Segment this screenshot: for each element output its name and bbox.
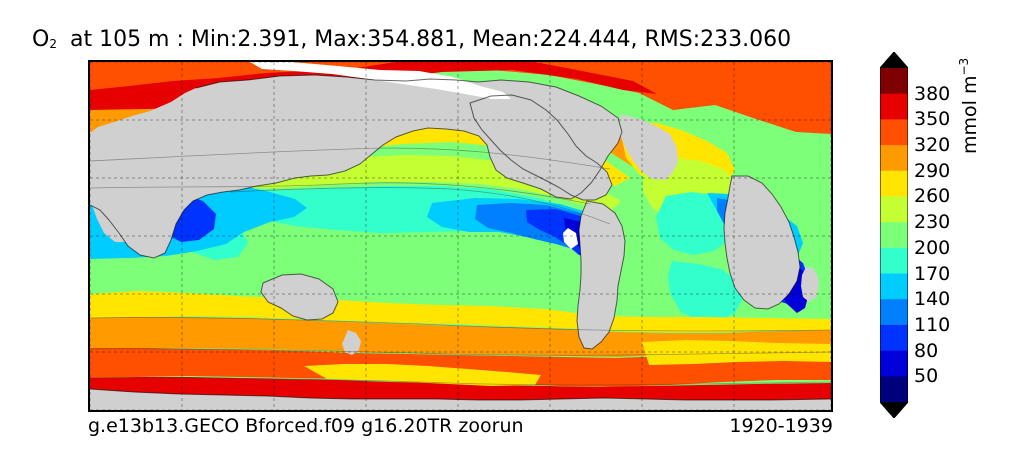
colorbar-segment	[880, 376, 908, 403]
colorbar-segment	[880, 247, 908, 275]
colorbar-tick-label: 320	[914, 134, 951, 157]
colorbar-unit-label: mmol m−3	[957, 57, 981, 154]
colorbar-tick-label: 110	[914, 313, 951, 336]
contour-line-1	[90, 147, 611, 170]
colorbar-over-triangle	[880, 52, 908, 68]
colorbar-segment	[880, 324, 908, 352]
colorbar-tick-label: 290	[914, 159, 951, 182]
contour-line-2	[90, 182, 591, 205]
colorbar-tick-label: 200	[914, 236, 951, 259]
eurasia-coastline	[90, 74, 623, 259]
colorbar-tick-label: 170	[914, 262, 951, 285]
north-america-coastline	[469, 94, 613, 201]
colorbar-segment	[880, 222, 908, 249]
australia-land	[261, 274, 338, 320]
contour-line-4	[90, 317, 831, 332]
title-stats: at 105 m : Min:2.391, Max:354.881, Mean:…	[69, 27, 792, 52]
ocean-oxygen-map	[90, 62, 831, 410]
australia-coastline	[260, 273, 339, 321]
south-atlantic-cyan	[668, 261, 743, 321]
colorbar-under-triangle	[880, 402, 908, 418]
greenland-land	[620, 114, 678, 180]
colorbar-segment	[880, 68, 908, 95]
galapagos-no-data	[563, 228, 578, 249]
colorbar-segment	[880, 145, 908, 172]
colorbar-segment	[880, 299, 908, 326]
contour-line-6	[90, 377, 831, 386]
southern-ocean-red-orange	[90, 348, 831, 387]
run-name: g.e13b13.GECO Bforced.f09 g16.20TR zooru…	[88, 415, 524, 437]
colorbar-tick-label: 380	[914, 82, 951, 105]
map-frame	[88, 60, 833, 412]
colorbar-segment	[880, 93, 908, 120]
colorbar-tick-label: 80	[914, 339, 939, 362]
atlantic-sector-yellow-tongue	[642, 340, 831, 365]
colorbar	[880, 52, 908, 418]
colorbar-segment	[880, 273, 908, 300]
date-range: 1920-1939	[729, 415, 833, 437]
south-america-coastline	[576, 200, 626, 350]
colorbar-segment	[880, 119, 908, 146]
colorbar-tick-label: 350	[914, 108, 951, 131]
title-variable: O2	[32, 27, 57, 52]
south-america-land	[577, 201, 625, 349]
colorbar-tick-label: 260	[914, 185, 951, 208]
colorbar-segment	[880, 350, 908, 377]
antarctica-land	[90, 389, 831, 410]
north-america-land	[470, 95, 612, 200]
africa-coastline	[723, 175, 801, 310]
antarctica-coastline	[90, 388, 831, 401]
colorbar-segment	[880, 196, 908, 223]
colorbar-tick-label: 140	[914, 288, 951, 311]
contour-line-3	[229, 187, 611, 225]
new-zealand-land	[342, 330, 361, 355]
map-grid	[90, 62, 831, 410]
pacific-sector-yellow-tongue	[304, 364, 541, 386]
africa-land	[724, 176, 800, 309]
colorbar-tick-label: 50	[914, 365, 939, 388]
arabia-land	[90, 180, 145, 242]
colorbar-segment	[880, 170, 908, 197]
colorbar-tick-label: 230	[914, 211, 951, 234]
plot-title: O2 at 105 m : Min:2.391, Max:354.881, Me…	[32, 28, 791, 56]
madagascar-land	[801, 267, 819, 302]
contour-line-5	[90, 348, 831, 356]
